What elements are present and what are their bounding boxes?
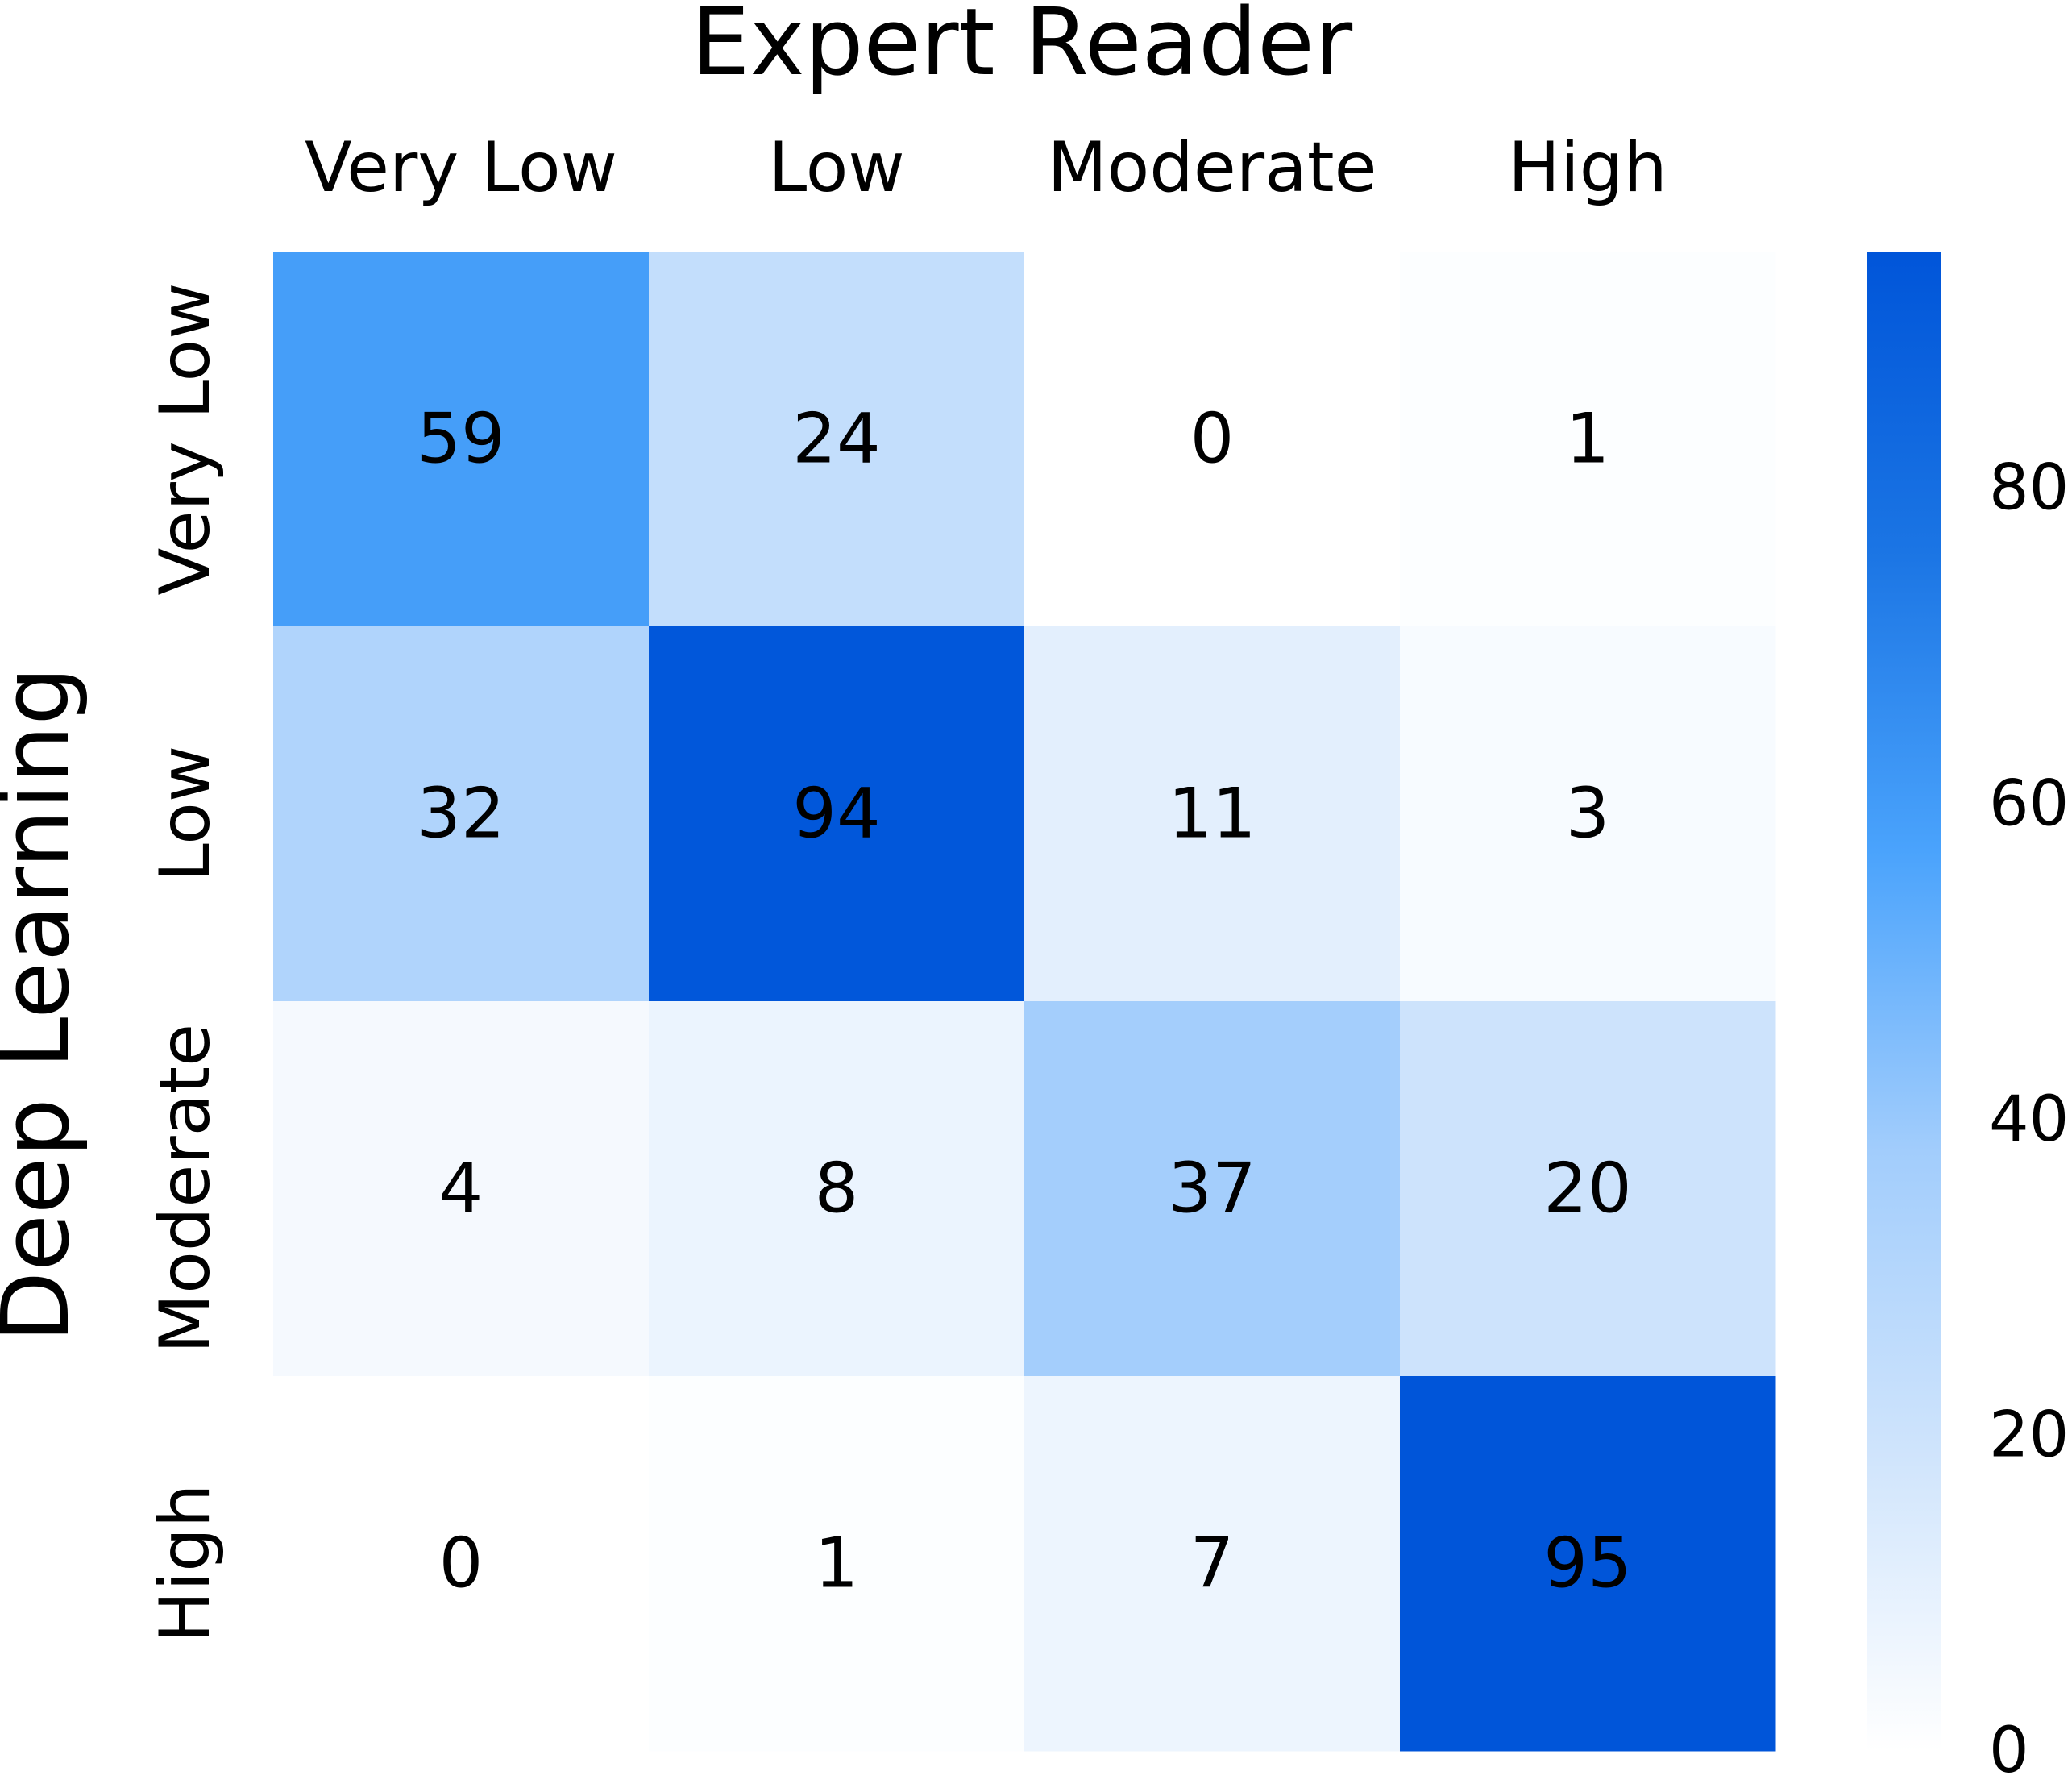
cell-value-label: 3 bbox=[1566, 774, 1610, 854]
cell-value-label: 0 bbox=[1190, 399, 1235, 480]
y-tick-label: Moderate bbox=[145, 1024, 226, 1353]
heatmap-cell bbox=[1400, 252, 1776, 627]
heatmap-cell bbox=[1400, 1376, 1776, 1752]
cell-value-label: 0 bbox=[439, 1524, 484, 1604]
cell-value-label: 32 bbox=[417, 774, 505, 854]
y-tick-label: High bbox=[145, 1484, 226, 1644]
heatmap-cell bbox=[649, 1376, 1025, 1752]
cell-value-label: 11 bbox=[1168, 774, 1256, 854]
heatmap-cell bbox=[649, 626, 1025, 1002]
x-tick-labels: Very Low Low Moderate High bbox=[305, 127, 1667, 208]
cell-value-label: 7 bbox=[1190, 1524, 1235, 1604]
colorbar-tick-labels: 0 20 40 60 80 bbox=[1989, 452, 2069, 1787]
heatmap-cells: 59 24 0 1 32 94 11 3 4 8 37 20 0 1 7 95 bbox=[273, 252, 1776, 1752]
colorbar-tick-label: 40 bbox=[1989, 1083, 2069, 1156]
heatmap-cell bbox=[649, 1001, 1025, 1377]
heatmap-cell bbox=[649, 252, 1025, 627]
heatmap-cell bbox=[1024, 1376, 1401, 1752]
colorbar-tick-label: 80 bbox=[1989, 452, 2069, 525]
x-tick-label: Very Low bbox=[305, 127, 617, 208]
heatmap-cell bbox=[1024, 1001, 1401, 1377]
colorbar-tick-label: 0 bbox=[1989, 1715, 2029, 1787]
cell-value-label: 95 bbox=[1543, 1524, 1631, 1604]
colorbar bbox=[1867, 252, 1941, 1751]
heatmap-cell bbox=[1400, 1001, 1776, 1377]
x-tick-label: Moderate bbox=[1047, 127, 1376, 208]
heatmap-cell bbox=[1024, 626, 1401, 1002]
y-tick-label: Very Low bbox=[145, 282, 226, 595]
cell-value-label: 4 bbox=[439, 1149, 484, 1229]
y-axis-title: Deep Learning bbox=[0, 667, 90, 1343]
cell-value-label: 59 bbox=[417, 399, 505, 480]
colorbar-tick-label: 20 bbox=[1989, 1399, 2069, 1471]
x-tick-label: High bbox=[1508, 127, 1667, 208]
x-axis-title: Expert Reader bbox=[691, 0, 1353, 97]
cell-value-label: 94 bbox=[792, 774, 880, 854]
y-tick-labels: Very Low Low Moderate High bbox=[145, 282, 226, 1643]
cell-value-label: 1 bbox=[1566, 399, 1610, 480]
x-tick-label: Low bbox=[768, 127, 904, 208]
heatmap-cell bbox=[273, 626, 650, 1002]
cell-value-label: 8 bbox=[815, 1149, 859, 1229]
heatmap-cell bbox=[273, 1001, 650, 1377]
cell-value-label: 1 bbox=[815, 1524, 859, 1604]
heatmap-cell bbox=[273, 1376, 650, 1752]
heatmap-cell bbox=[1024, 252, 1401, 627]
cell-value-label: 24 bbox=[792, 399, 880, 480]
heatmap-cell bbox=[1400, 626, 1776, 1002]
cell-value-label: 37 bbox=[1168, 1149, 1256, 1229]
y-tick-label: Low bbox=[145, 746, 226, 882]
heatmap-cell bbox=[273, 252, 650, 627]
colorbar-tick-label: 60 bbox=[1989, 767, 2069, 840]
cell-value-label: 20 bbox=[1543, 1149, 1631, 1229]
